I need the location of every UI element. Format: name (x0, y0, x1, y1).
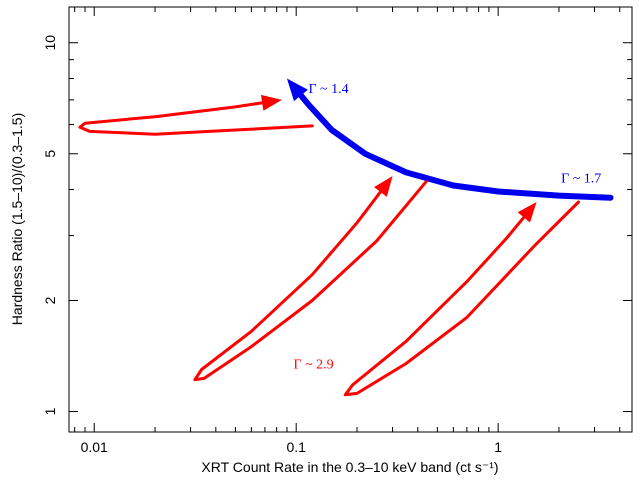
x-tick-label: 0.1 (286, 439, 306, 455)
gamma-annotation: Γ ~ 2.9 (294, 357, 334, 372)
plot-frame (68, 6, 633, 433)
y-tick-label: 10 (42, 35, 58, 51)
chart-annotations: Γ ~ 1.4 Γ ~ 1.7 Γ ~ 2.9 (294, 82, 602, 372)
gamma-annotation: Γ ~ 1.7 (561, 171, 601, 186)
series-line (78, 101, 314, 136)
data-series (78, 78, 614, 397)
series-line (343, 200, 580, 397)
x-axis-label: XRT Count Rate in the 0.3–10 keV band (c… (201, 459, 498, 475)
series-line (296, 90, 614, 201)
series-line (193, 180, 428, 382)
y-tick-label: 5 (42, 150, 58, 158)
x-tick-label: 1 (494, 439, 502, 455)
y-axis-label: Hardness Ratio (1.5–10)/(0.3–1.5) (9, 113, 25, 325)
series-arrowhead (260, 94, 282, 111)
series-arrowhead (517, 201, 537, 223)
series-arrowhead (286, 78, 308, 102)
y-tick-label: 1 (42, 407, 58, 415)
y-tick-label: 2 (42, 296, 58, 304)
axis-ticks: 0.01 0.1 1 1 2 5 10 (42, 7, 632, 455)
gamma-annotation: Γ ~ 1.4 (308, 82, 348, 97)
x-tick-label: 0.01 (81, 439, 108, 455)
series-arrowhead (374, 176, 393, 197)
